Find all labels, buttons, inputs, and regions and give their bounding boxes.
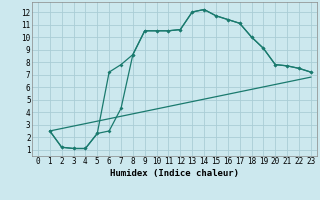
X-axis label: Humidex (Indice chaleur): Humidex (Indice chaleur) xyxy=(110,169,239,178)
